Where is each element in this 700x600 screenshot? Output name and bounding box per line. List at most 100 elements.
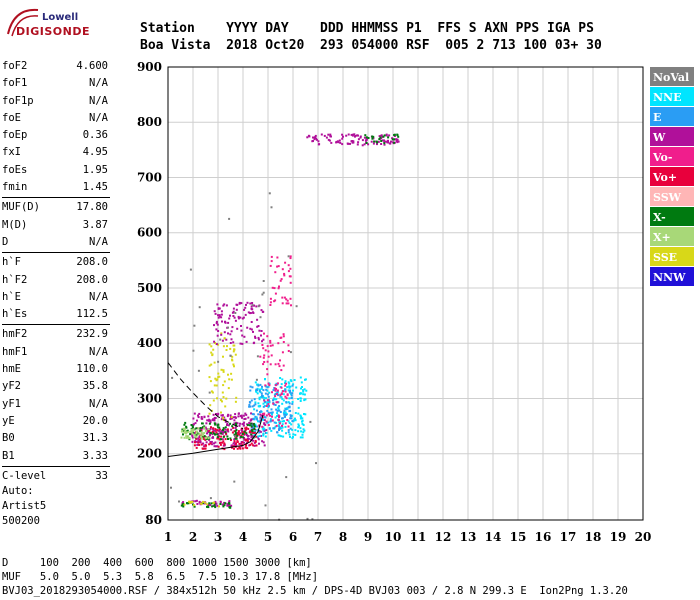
scatter-point xyxy=(223,303,226,306)
scatter-point xyxy=(295,305,298,308)
scatter-point xyxy=(262,389,265,392)
scatter-point xyxy=(227,504,230,507)
scatter-point xyxy=(359,136,362,139)
scatter-point xyxy=(230,372,233,375)
scatter-point xyxy=(286,419,289,421)
legend-swatch xyxy=(650,107,694,126)
scatter-point xyxy=(182,505,185,508)
scatter-point xyxy=(236,327,239,330)
scatter-point xyxy=(197,414,199,417)
scatter-point xyxy=(211,436,214,439)
scatter-point xyxy=(280,435,283,438)
scatter-point xyxy=(258,398,261,401)
scatter-point xyxy=(203,435,206,438)
scatter-point xyxy=(246,326,249,329)
scatter-point xyxy=(274,384,277,387)
scatter-point xyxy=(227,321,230,324)
param-row: foEs 1.95 xyxy=(2,162,110,179)
param-label: B1 xyxy=(2,449,15,462)
scatter-point xyxy=(213,361,216,364)
scatter-point xyxy=(257,384,260,387)
scatter-point xyxy=(261,293,264,296)
scatter-point xyxy=(222,435,225,438)
scatter-point xyxy=(193,505,196,508)
scatter-point xyxy=(194,441,196,444)
scatter-point xyxy=(236,447,239,450)
scatter-point xyxy=(302,428,305,431)
scatter-point xyxy=(283,272,286,275)
scatter-point xyxy=(283,274,286,277)
scatter-point xyxy=(255,425,258,428)
scatter-point xyxy=(266,421,269,424)
scatter-point xyxy=(261,344,264,346)
scatter-point xyxy=(275,421,278,424)
scatter-point xyxy=(238,424,241,427)
scatter-point xyxy=(229,347,232,350)
scatter-point xyxy=(228,378,231,381)
legend-swatch xyxy=(650,267,694,286)
scatter-point xyxy=(295,386,298,389)
scatter-point xyxy=(206,503,209,506)
scatter-point xyxy=(282,435,285,438)
scatter-point xyxy=(232,416,235,419)
scatter-point xyxy=(367,143,370,146)
scatter-point xyxy=(211,431,214,433)
scatter-point xyxy=(199,430,202,432)
scatter-point xyxy=(201,502,204,504)
scatter-point xyxy=(214,506,217,509)
scatter-point xyxy=(289,297,292,300)
scatter-point xyxy=(218,438,221,441)
scatter-point xyxy=(263,332,265,335)
scatter-point xyxy=(171,376,174,379)
scatter-point xyxy=(184,421,187,424)
plot-frame xyxy=(167,66,644,521)
scatter-point xyxy=(267,350,270,353)
scatter-point xyxy=(240,325,242,327)
param-label: foEp xyxy=(2,129,28,142)
scatter-point xyxy=(357,134,359,137)
scatter-point xyxy=(254,429,257,431)
param-value: N/A xyxy=(89,397,108,410)
param-label: MUF(D) xyxy=(2,201,40,214)
scatter-point xyxy=(222,429,225,432)
param-label: fmin xyxy=(2,181,28,194)
scatter-point xyxy=(194,440,197,443)
scatter-point xyxy=(182,433,184,436)
scatter-point xyxy=(276,389,279,392)
scatter-point xyxy=(365,136,368,139)
x-tick-label: 1 xyxy=(164,530,172,544)
scatter-point xyxy=(201,442,204,445)
scatter-point xyxy=(197,416,200,419)
scatter-point xyxy=(214,500,217,503)
scatter-point xyxy=(269,304,272,306)
scatter-point xyxy=(292,435,294,438)
scatter-point xyxy=(269,414,271,417)
scatter-point xyxy=(262,441,265,444)
scatter-point xyxy=(195,435,197,438)
x-tick-label: 4 xyxy=(239,530,247,544)
scatter-point xyxy=(196,443,199,446)
scatter-point xyxy=(259,419,262,422)
scatter-point xyxy=(249,419,252,422)
scatter-point xyxy=(261,427,264,430)
scatter-point xyxy=(251,386,254,389)
scatter-point xyxy=(196,503,199,505)
scatter-point xyxy=(273,421,276,424)
scatter-point xyxy=(277,362,280,365)
scatter-point xyxy=(218,428,221,431)
scatter-point xyxy=(289,257,292,260)
param-value: 3.33 xyxy=(82,449,108,462)
scatter-point xyxy=(223,448,226,451)
scatter-point xyxy=(291,384,294,387)
x-tick-label: 15 xyxy=(510,530,527,544)
param-row: foF2 4.600 xyxy=(2,58,110,75)
scatter-point xyxy=(376,143,378,146)
scatter-point xyxy=(271,413,273,416)
scatter-point xyxy=(243,438,246,441)
scatter-point xyxy=(237,415,240,418)
scatter-point xyxy=(183,503,186,506)
scatter-point xyxy=(209,431,212,434)
x-tick-label: 16 xyxy=(535,530,552,544)
scatter-point xyxy=(262,429,265,432)
scatter-point xyxy=(208,502,211,505)
